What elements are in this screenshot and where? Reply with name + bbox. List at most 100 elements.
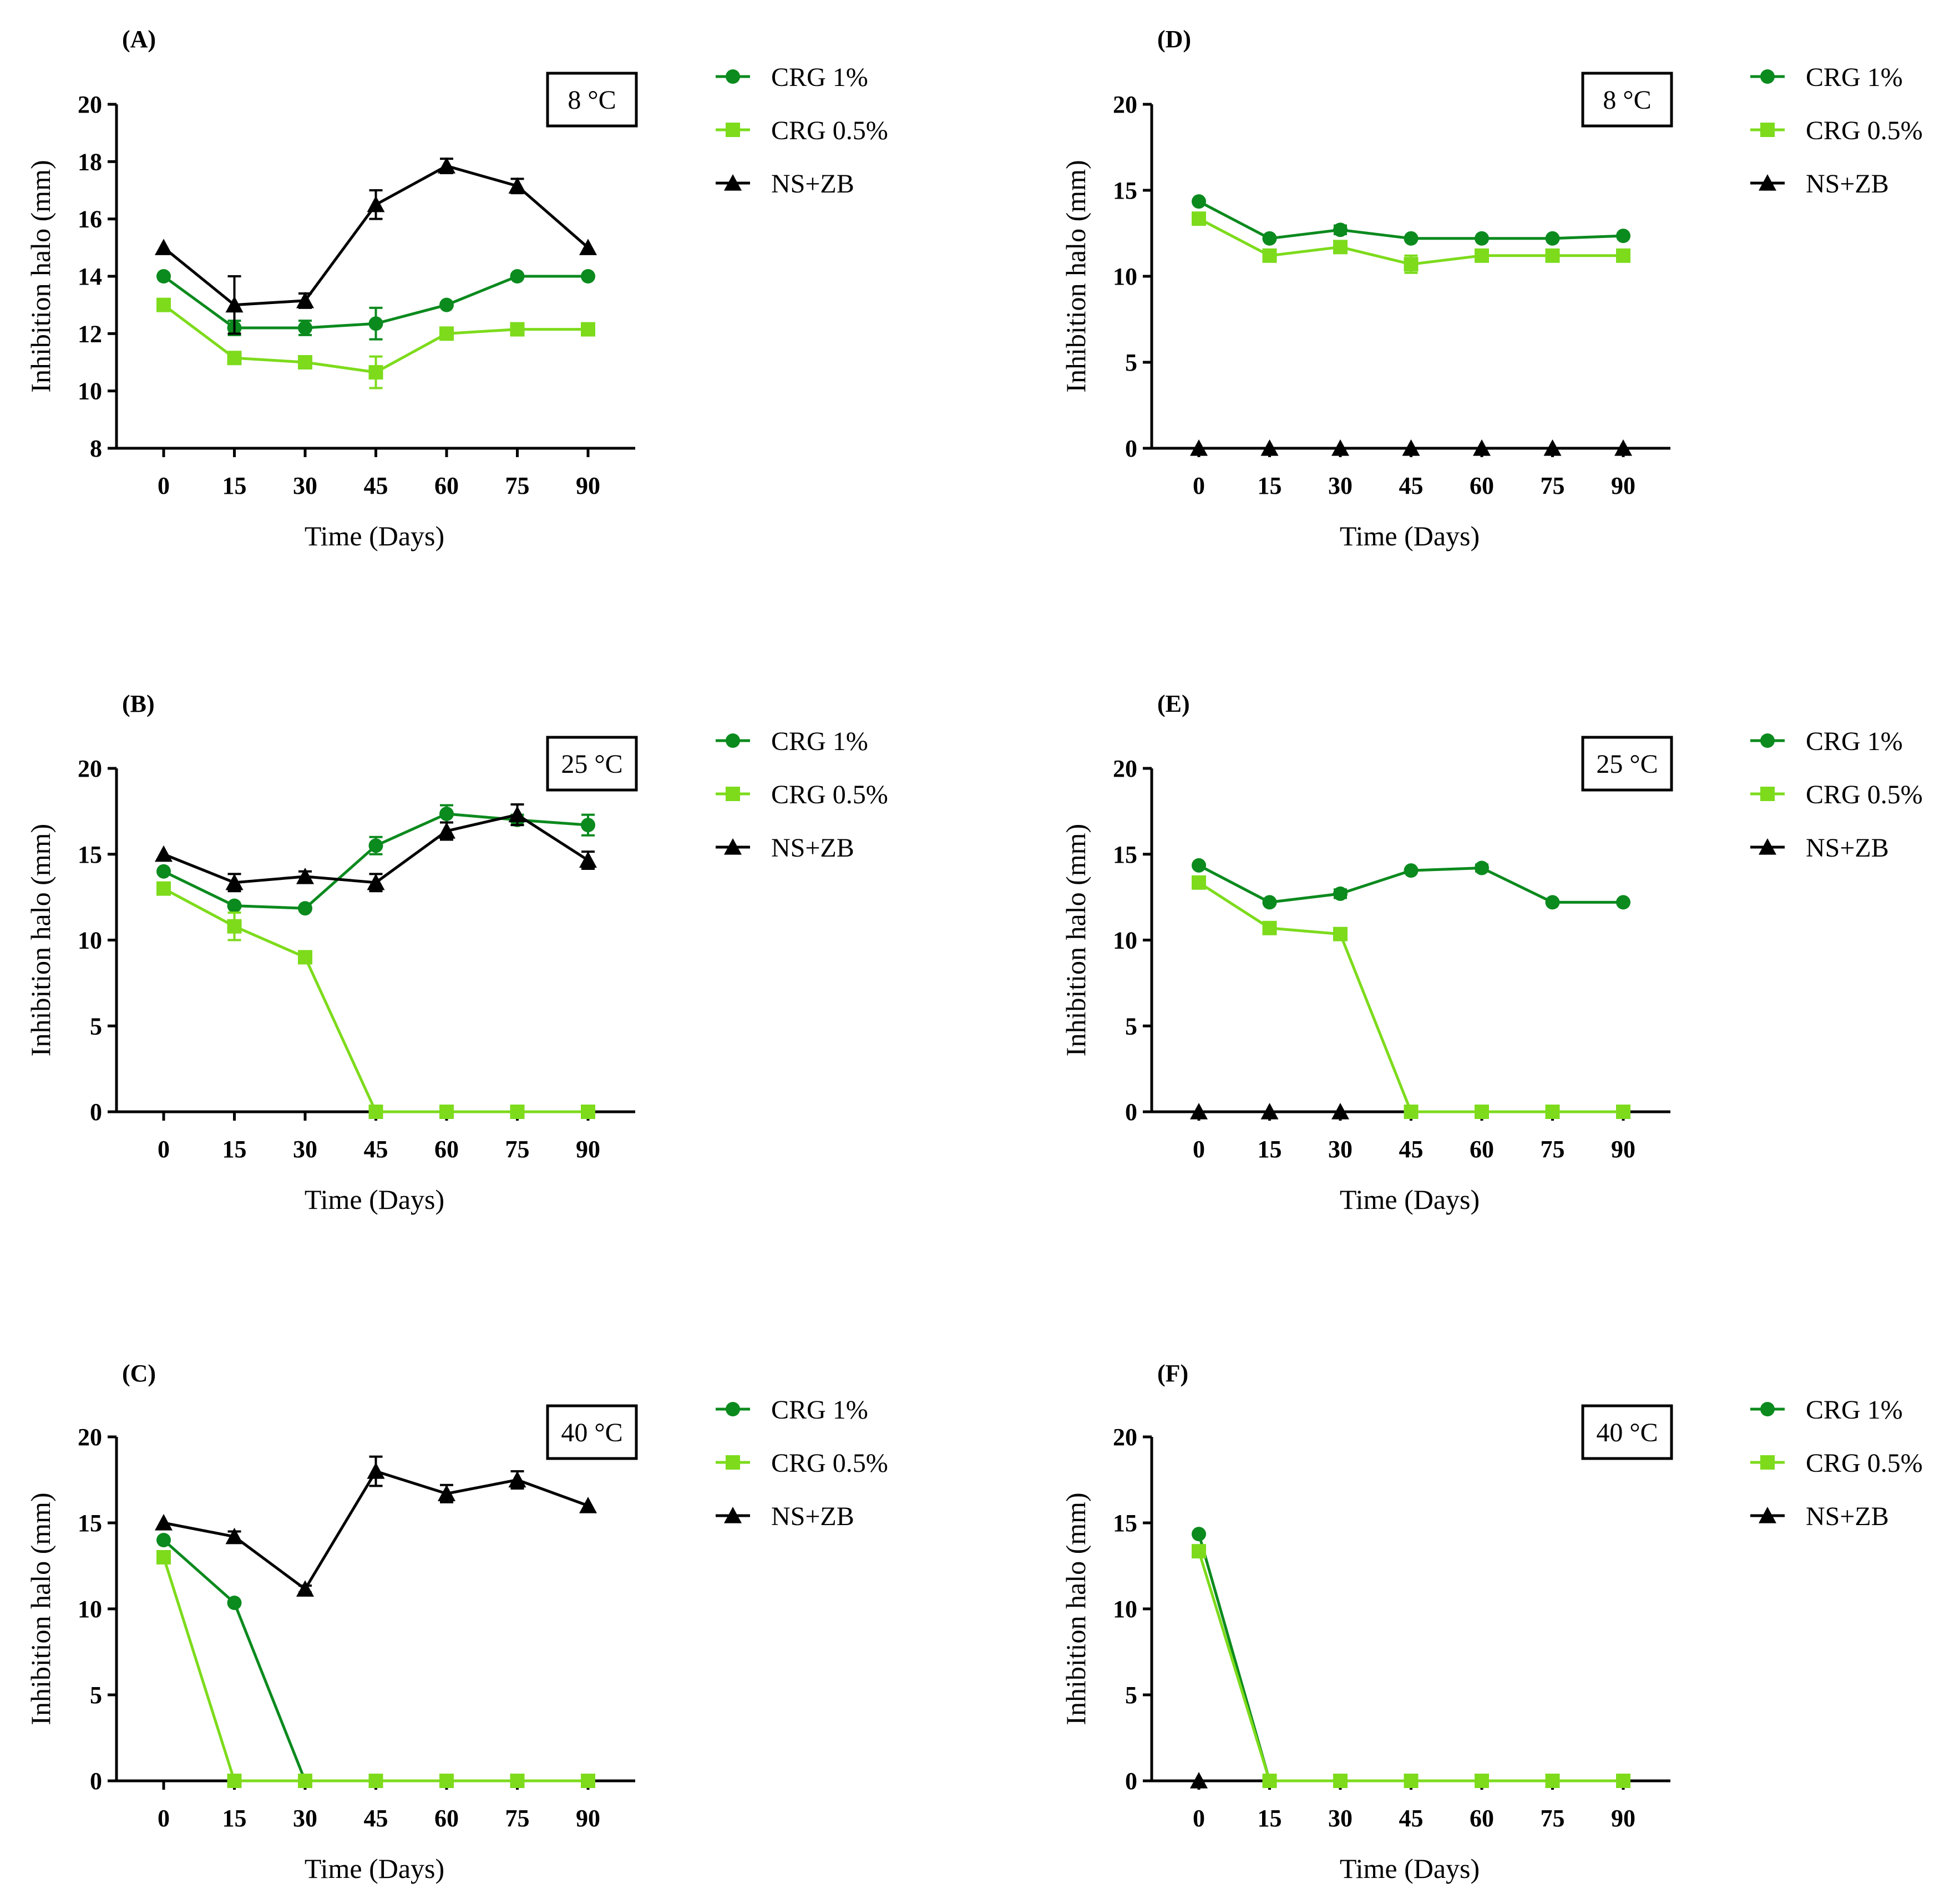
panel-letter: (C) <box>122 1360 156 1387</box>
x-tick-label: 30 <box>293 472 317 499</box>
data-point <box>298 355 312 369</box>
data-point <box>1616 1105 1630 1119</box>
temperature-label: 8 °C <box>1603 85 1651 115</box>
series-crg-0-5- <box>1192 875 1630 1119</box>
data-point <box>508 806 526 823</box>
data-point <box>508 177 526 194</box>
data-point <box>155 1514 173 1531</box>
series-crg-0-5- <box>156 1550 595 1788</box>
x-tick-label: 15 <box>1258 1805 1282 1832</box>
panel-f: (F) 0 5 10 15 20 0 15 30 45 60 75 90 Time (Days) Inhib… <box>1060 1360 1923 1884</box>
x-tick-label: 60 <box>1470 1805 1494 1832</box>
series-crg-1- <box>156 1533 595 1788</box>
x-tick-label: 60 <box>1470 472 1494 499</box>
series-line <box>1198 881 1623 1113</box>
x-tick-label: 45 <box>1399 1136 1424 1163</box>
legend-marker <box>1760 1402 1775 1416</box>
legend-marker <box>726 1455 740 1470</box>
x-tick-label: 90 <box>576 1136 600 1163</box>
panel-a: (A) 8 10 12 14 16 18 20 0 15 30 45 60 75 90 Time (Days)… <box>25 26 888 551</box>
series-crg-0-5- <box>156 881 595 1119</box>
data-point <box>1545 231 1560 246</box>
x-tick-label: 90 <box>1611 1805 1635 1832</box>
legend-marker <box>726 69 740 84</box>
series-line <box>1197 1551 1623 1783</box>
data-point <box>579 239 597 255</box>
x-axis-title: Time (Days) <box>305 1184 444 1215</box>
series-crg-1- <box>1192 858 1630 910</box>
legend-label: NS+ZB <box>1806 169 1889 199</box>
temperature-box <box>1581 736 1673 792</box>
data-point <box>1333 1774 1348 1788</box>
legend-label: CRG 1% <box>1806 1395 1903 1425</box>
data-point <box>225 296 244 313</box>
legend-marker <box>1760 69 1775 84</box>
y-tick-label: 10 <box>1113 1596 1137 1623</box>
data-point <box>227 1596 242 1611</box>
data-point <box>1192 858 1206 873</box>
series-ns-zb <box>1190 1772 1208 1789</box>
legend-entry: CRG 1% <box>1750 1395 1903 1425</box>
data-point <box>156 1550 171 1564</box>
y-tick-label: 20 <box>1113 1424 1137 1451</box>
data-point <box>1190 439 1208 456</box>
x-tick-label: 45 <box>364 1805 388 1832</box>
legend-label: CRG 1% <box>1806 63 1903 92</box>
x-tick-label: 15 <box>1258 1136 1282 1163</box>
legend-label: CRG 0.5% <box>1806 1449 1923 1478</box>
series-ns-zb <box>1190 439 1632 456</box>
y-tick-label: 15 <box>1113 841 1137 868</box>
legend-entry: NS+ZB <box>1750 1502 1889 1531</box>
x-tick-label: 0 <box>158 1805 170 1832</box>
legend-entry: CRG 0.5% <box>716 116 888 145</box>
data-point <box>439 807 454 822</box>
data-point <box>368 1774 383 1788</box>
data-point <box>579 851 597 868</box>
legend-entry: NS+ZB <box>1750 169 1889 199</box>
y-tick-label: 12 <box>78 320 102 347</box>
data-point <box>156 881 171 896</box>
data-point <box>1404 1105 1419 1119</box>
y-axis-title: Inhibition halo (mm) <box>1060 824 1091 1056</box>
legend-entry: NS+ZB <box>1750 833 1889 863</box>
y-tick-label: 16 <box>78 206 102 233</box>
data-point <box>227 898 242 913</box>
data-point <box>155 239 173 255</box>
panel-e: (E) 0 5 10 15 20 0 15 30 45 60 75 90 Time (Days) Inhib… <box>1060 690 1923 1215</box>
data-point <box>368 316 383 331</box>
data-point <box>1616 1774 1630 1788</box>
data-point <box>367 873 385 890</box>
series-ns-zb <box>155 1455 597 1597</box>
legend-marker <box>1760 787 1775 801</box>
x-tick-label: 45 <box>1399 1805 1424 1832</box>
legend-marker <box>726 123 740 137</box>
x-tick-label: 90 <box>576 1805 600 1832</box>
data-point <box>1475 231 1489 246</box>
x-tick-label: 75 <box>1541 1136 1565 1163</box>
legend-label: CRG 1% <box>1806 727 1903 756</box>
x-tick-label: 60 <box>434 472 459 499</box>
y-tick-label: 0 <box>1125 1098 1137 1126</box>
legend-marker <box>726 1402 740 1416</box>
legend-label: CRG 0.5% <box>771 1449 888 1478</box>
data-point <box>1262 920 1277 935</box>
y-axis-title: Inhibition halo (mm) <box>1060 160 1091 392</box>
y-tick-label: 15 <box>78 1510 102 1537</box>
y-tick-label: 20 <box>1113 91 1137 118</box>
legend-label: NS+ZB <box>771 1502 854 1531</box>
data-point <box>1475 1774 1489 1788</box>
data-point <box>438 822 455 839</box>
series-ns-zb <box>155 803 597 893</box>
data-point <box>225 873 244 890</box>
series-line <box>163 1470 589 1591</box>
data-point <box>510 322 525 337</box>
data-point <box>1545 248 1560 263</box>
data-point <box>1473 439 1491 456</box>
data-point <box>439 326 454 341</box>
y-tick-label: 18 <box>78 148 102 175</box>
y-tick-label: 0 <box>90 1768 102 1795</box>
data-point <box>438 1485 455 1501</box>
y-tick-label: 20 <box>78 1424 102 1451</box>
temperature-box <box>1581 1404 1673 1460</box>
x-tick-label: 0 <box>158 1136 170 1163</box>
